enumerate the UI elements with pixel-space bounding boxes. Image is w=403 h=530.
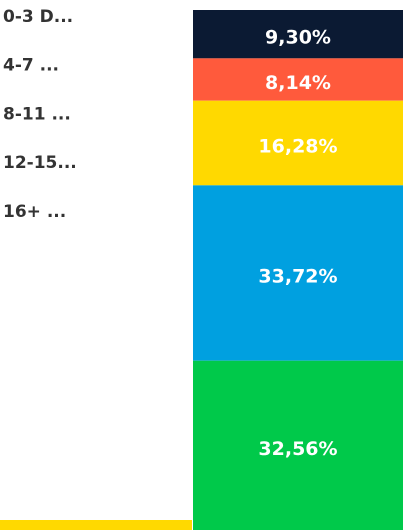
legend-label: 8-11 ... (3, 104, 71, 124)
legend-label: 16+ ... (3, 202, 66, 222)
value-label: 16,28% (258, 136, 337, 158)
value-label: 33,72% (258, 266, 337, 288)
value-label: 8,14% (265, 72, 331, 94)
bar-segment (193, 185, 403, 361)
legend-label: 12-15... (3, 153, 77, 173)
legend-label: 4-7 ... (3, 56, 59, 76)
bar-segment (193, 360, 403, 530)
bar-segment (193, 10, 403, 59)
value-label: 32,56% (258, 438, 337, 460)
bar-segment (193, 100, 403, 186)
decor-strip (0, 520, 192, 530)
legend-label: 0-3 D... (3, 7, 73, 27)
bar-segment (193, 58, 403, 101)
value-label: 9,30% (265, 27, 331, 49)
